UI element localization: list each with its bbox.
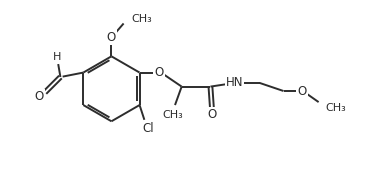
Text: H: H	[53, 52, 61, 62]
Text: Cl: Cl	[142, 122, 154, 135]
Text: HN: HN	[226, 76, 243, 89]
Text: O: O	[107, 31, 116, 44]
Text: CH₃: CH₃	[163, 110, 183, 120]
Text: O: O	[297, 85, 307, 97]
Text: O: O	[35, 90, 44, 103]
Text: O: O	[154, 66, 163, 79]
Text: CH₃: CH₃	[325, 103, 346, 113]
Text: O: O	[207, 108, 217, 121]
Text: CH₃: CH₃	[131, 14, 152, 24]
